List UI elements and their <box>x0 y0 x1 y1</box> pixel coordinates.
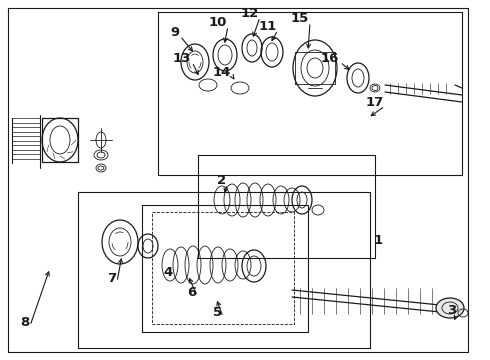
Ellipse shape <box>436 298 464 318</box>
Text: 14: 14 <box>213 66 231 78</box>
Text: 7: 7 <box>107 271 117 284</box>
Text: 8: 8 <box>21 315 29 328</box>
Text: 17: 17 <box>366 95 384 108</box>
Text: 9: 9 <box>171 26 179 39</box>
Text: 15: 15 <box>291 12 309 24</box>
Text: 4: 4 <box>163 266 172 279</box>
Text: 3: 3 <box>447 303 457 316</box>
Text: 11: 11 <box>259 19 277 32</box>
Text: 2: 2 <box>218 174 226 186</box>
Text: 10: 10 <box>209 15 227 28</box>
Text: 16: 16 <box>321 51 339 64</box>
Text: 5: 5 <box>214 306 222 320</box>
Text: 6: 6 <box>187 285 196 298</box>
Bar <box>152 212 294 324</box>
Text: 13: 13 <box>173 51 191 64</box>
Text: 12: 12 <box>241 6 259 19</box>
Text: 1: 1 <box>373 234 383 247</box>
